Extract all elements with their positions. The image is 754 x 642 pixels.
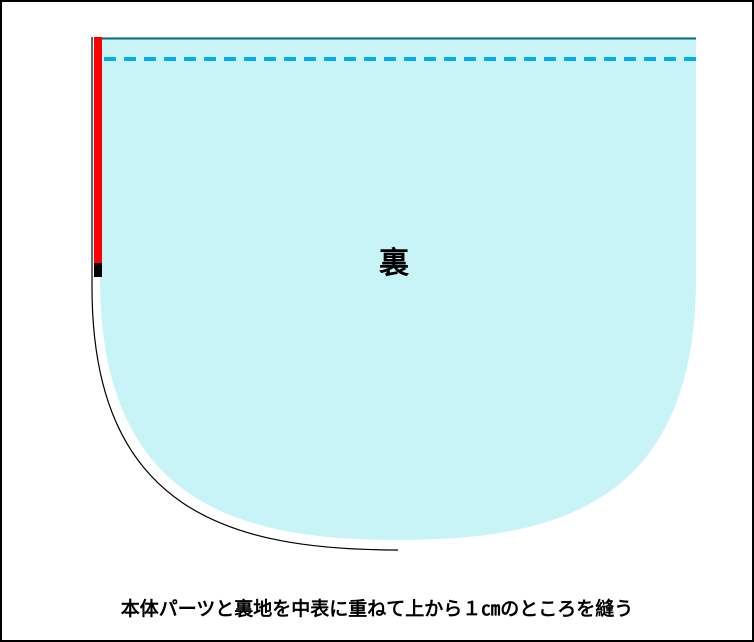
red-strip <box>94 37 102 263</box>
diagram-frame: 裏 本体パーツと裏地を中表に重ねて上から１㎝のところを縫う <box>0 0 754 642</box>
black-tick <box>94 263 102 277</box>
instruction-caption: 本体パーツと裏地を中表に重ねて上から１㎝のところを縫う <box>2 594 752 621</box>
pattern-label: 裏 <box>379 238 409 282</box>
pattern-svg <box>2 2 752 640</box>
pattern-shape <box>100 37 696 540</box>
